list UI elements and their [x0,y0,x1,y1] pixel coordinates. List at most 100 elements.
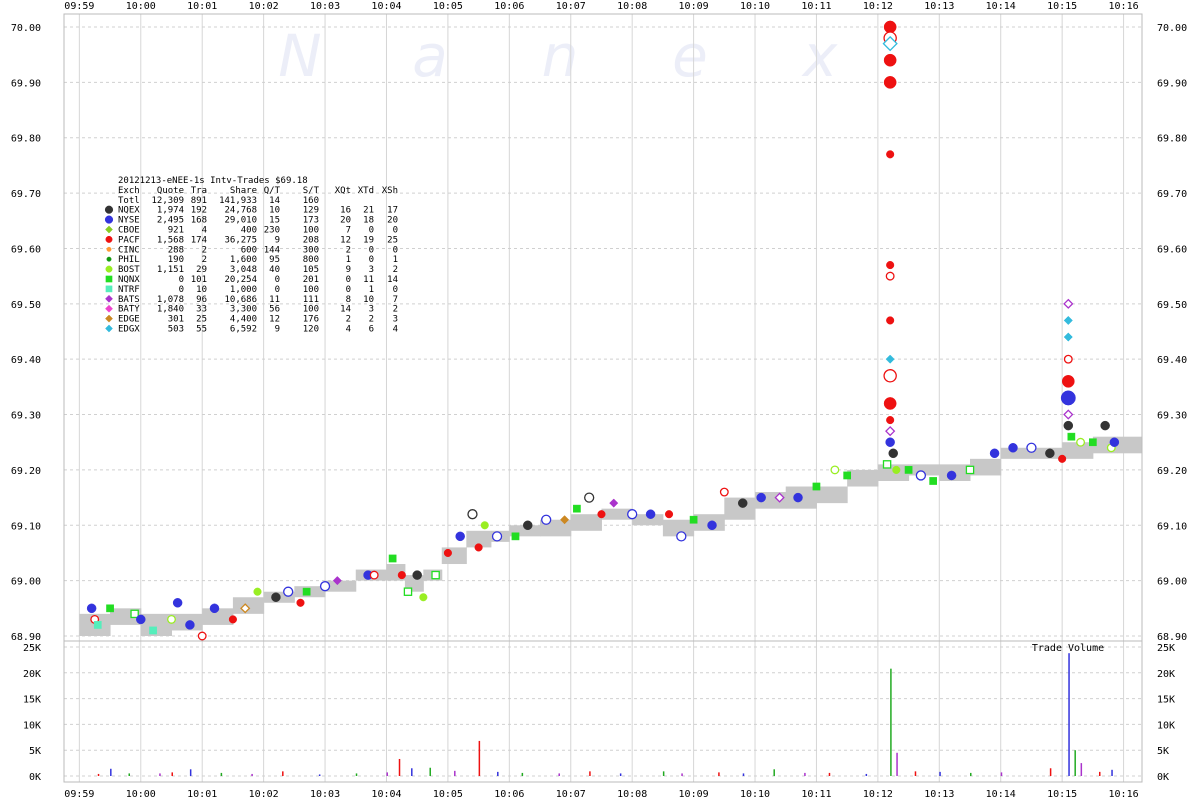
legend-cell: 3 [369,305,374,315]
trade-marker [1063,420,1074,431]
trade-marker [1045,448,1055,459]
legend-column-header: XQt [335,186,351,196]
volume-tick-label-right: 5K [1157,746,1169,757]
legend-cell: 0 [369,245,374,255]
nbbo-band-segment [466,530,492,548]
trade-marker [1063,332,1073,342]
x-tick-label-top: 10:10 [740,1,770,12]
nbbo-band-segment [632,514,664,526]
legend-cell: 2 [346,245,351,255]
trade-marker [1063,409,1074,420]
legend-cell: 9 [275,235,280,245]
legend-cell: NTRF [118,285,140,295]
legend-cell: 0 [346,275,351,285]
trade-marker [892,465,901,474]
trade-marker [1100,420,1110,431]
legend-cell: 1,151 [157,265,184,275]
trade-marker [1063,315,1073,325]
legend-cell: 3,300 [230,305,257,315]
trade-marker [707,520,717,531]
volume-bar [804,772,806,776]
watermark-letter: x [801,22,838,90]
price-tick-label-left: 69.40 [11,355,41,366]
trade-marker [1063,298,1074,309]
volume-bar [773,769,775,776]
trade-marker [185,620,195,630]
trade-marker [885,354,895,364]
trade-marker [597,510,606,519]
x-tick-label-top: 10:16 [1109,1,1139,12]
price-tick-label-right: 69.60 [1157,244,1187,255]
legend-cell: 891 [191,196,207,206]
legend-cell: 208 [303,235,319,245]
trade-marker [886,261,895,270]
trade-marker [756,492,766,503]
legend-marker-icon [105,265,113,273]
trade-marker [883,369,897,383]
legend-cell: 176 [303,315,319,325]
legend-cell: 1,974 [157,206,184,216]
volume-bar [454,770,456,776]
x-tick-label-bottom: 10:15 [1047,789,1077,800]
legend-cell: 6 [369,325,374,335]
price-tick-label-left: 70.00 [11,23,41,34]
legend-cell: 0 [346,285,351,295]
trade-marker [886,416,895,425]
trade-marker [1109,437,1120,447]
legend-cell: 1,600 [230,255,257,265]
legend-cell: PACF [118,235,140,245]
legend-cell: 800 [303,255,319,265]
nbbo-band-segment [908,464,940,476]
x-tick-label-top: 10:02 [249,1,279,12]
volume-bar [1000,772,1003,776]
price-tick-label-left: 68.90 [11,632,41,643]
legend-cell: EDGX [118,325,140,335]
x-tick-label-bottom: 10:10 [740,789,770,800]
price-tick-label-left: 69.50 [11,300,41,311]
trade-marker [296,598,305,607]
legend-cell: 921 [168,226,184,236]
trade-marker [560,515,570,525]
price-tick-label-right: 69.30 [1157,411,1187,422]
legend-cell: 1 [369,285,374,295]
volume-pane-label: Trade Volume [1032,643,1104,654]
x-tick-label-bottom: 10:03 [310,789,340,800]
volume-bar [896,752,898,776]
price-tick-label-right: 69.50 [1157,300,1187,311]
trade-marker [240,603,251,614]
legend-cell: 300 [303,245,319,255]
x-tick-label-top: 10:11 [801,1,831,12]
price-tick-label-right: 69.00 [1157,577,1187,588]
legend-cell: 20 [387,216,398,226]
legend-column-header: Share [230,186,257,196]
volume-bar [355,773,358,776]
trade-marker [397,571,406,580]
volume-bar [497,771,499,776]
watermark-letter: N [278,22,321,90]
nbbo-band-segment [847,469,879,487]
legend-cell: 101 [191,275,207,285]
trade-marker [676,531,687,542]
legend-cell: 29 [196,265,207,275]
trade-marker [443,548,452,558]
volume-tick-label-left: 25K [23,643,41,654]
legend-marker-icon [105,225,113,234]
trade-marker [1058,454,1067,463]
price-tick-label-left: 69.10 [11,521,41,532]
legend-cell: 0 [275,275,280,285]
trade-marker [885,437,895,447]
legend-cell: 168 [191,216,207,226]
volume-tick-label-left: 10K [23,720,41,731]
nbbo-band-segment [1117,436,1143,454]
legend-cell: 4 [393,325,398,335]
trade-marker [1089,438,1097,447]
volume-bar [1049,768,1052,776]
volume-bar [890,668,892,776]
x-tick-label-bottom: 09:59 [64,789,94,800]
volume-bar [159,773,161,776]
legend-cell: 1 [393,255,398,265]
x-tick-label-top: 09:59 [64,1,94,12]
legend-cell: 95 [269,255,280,265]
x-tick-label-top: 10:07 [556,1,586,12]
legend-cell: 190 [168,255,184,265]
